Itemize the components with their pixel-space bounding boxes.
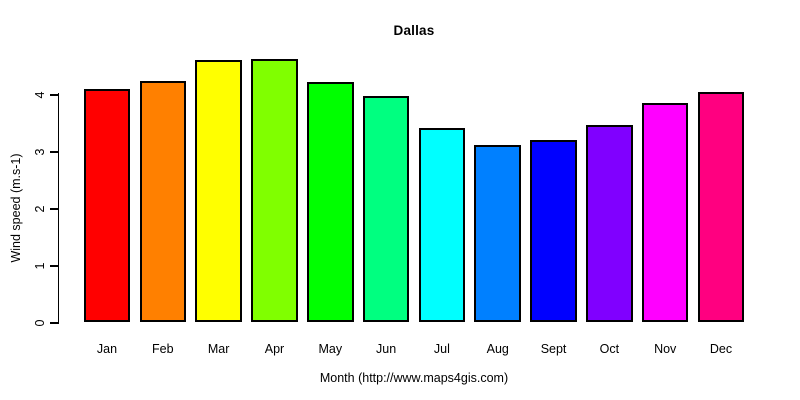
bar-may (306, 82, 354, 322)
bar-nov (641, 102, 689, 322)
x-tick-label-jan: Jan (96, 342, 118, 356)
x-tick-label-aug: Aug (486, 342, 509, 356)
y-tick-label: 3 (33, 148, 47, 156)
bar-jan (83, 89, 131, 322)
y-tick (49, 322, 58, 324)
bar-feb (139, 80, 187, 322)
x-tick-label-nov: Nov (654, 342, 677, 356)
bar-oct (586, 125, 633, 322)
y-tick (49, 265, 58, 267)
y-tick (49, 208, 58, 210)
bar-aug (474, 145, 522, 322)
bar-sept (530, 139, 577, 322)
x-tick-label-jul: Jul (433, 342, 450, 356)
x-tick-label-sept: Sept (540, 342, 567, 356)
x-tick-label-may: May (318, 342, 343, 356)
x-tick-label-apr: Apr (264, 342, 285, 356)
y-axis-line (57, 93, 59, 324)
bar-jun (362, 96, 410, 322)
y-tick (49, 94, 58, 96)
x-tick-label-oct: Oct (599, 342, 620, 356)
x-axis-title: Month (http://www.maps4gis.com) (319, 371, 509, 385)
chart-title: Dallas (393, 23, 435, 38)
x-tick-label-jun: Jun (376, 342, 397, 356)
x-tick-label-mar: Mar (207, 342, 230, 356)
bar-jul (418, 128, 466, 322)
bar-apr (251, 59, 298, 322)
y-tick-label: 2 (33, 205, 47, 213)
x-tick-label-feb: Feb (152, 342, 174, 356)
x-tick-label-dec: Dec (709, 342, 733, 356)
y-tick-label: 1 (33, 262, 47, 270)
y-tick (49, 151, 58, 153)
y-tick-label: 0 (33, 319, 47, 327)
bar-mar (195, 59, 242, 322)
bar-dec (697, 92, 745, 322)
y-tick-label: 4 (33, 91, 47, 99)
